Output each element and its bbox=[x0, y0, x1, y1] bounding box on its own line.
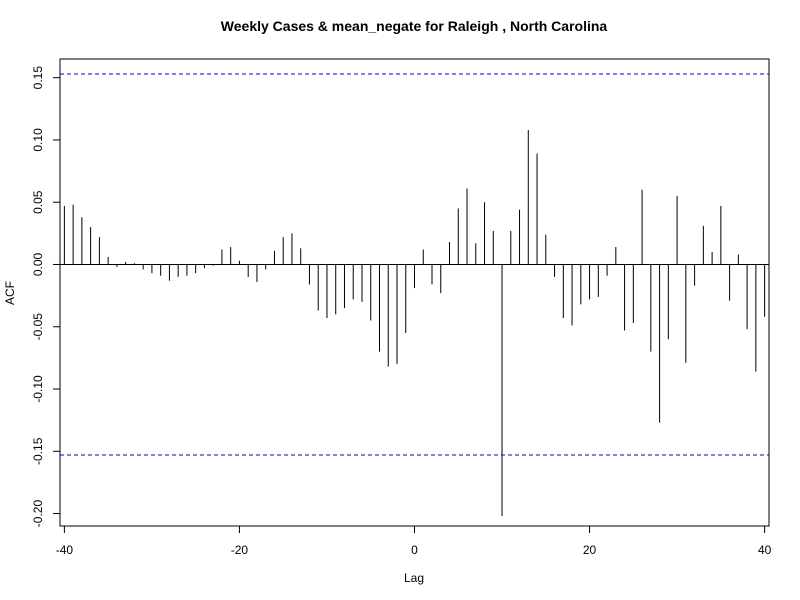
acf-bars bbox=[63, 129, 766, 517]
y-tick-label: 0.05 bbox=[31, 190, 45, 214]
x-axis: -40 -20 0 20 40 bbox=[56, 526, 772, 557]
y-tick-label: -0.15 bbox=[31, 437, 45, 465]
x-axis-label: Lag bbox=[404, 571, 424, 585]
confidence-bands bbox=[60, 73, 769, 456]
x-tick-label: 0 bbox=[411, 543, 418, 557]
y-tick-label: -0.05 bbox=[31, 313, 45, 341]
y-tick-label: 0.15 bbox=[31, 66, 45, 90]
x-tick-label: -40 bbox=[56, 543, 74, 557]
chart-title: Weekly Cases & mean_negate for Raleigh ,… bbox=[221, 18, 608, 34]
y-tick-label: -0.20 bbox=[31, 500, 45, 528]
y-axis: -0.20 -0.15 -0.10 -0.05 0.00 0.05 0.10 0.15 bbox=[31, 66, 60, 528]
plot-frame bbox=[59, 58, 770, 527]
y-tick-label: 0.10 bbox=[31, 128, 45, 152]
y-tick-label: 0.00 bbox=[31, 252, 45, 276]
y-tick-label: -0.10 bbox=[31, 375, 45, 403]
y-axis-label: ACF bbox=[3, 281, 17, 305]
x-tick-label: 40 bbox=[758, 543, 772, 557]
x-tick-label: -20 bbox=[231, 543, 249, 557]
x-tick-label: 20 bbox=[583, 543, 597, 557]
